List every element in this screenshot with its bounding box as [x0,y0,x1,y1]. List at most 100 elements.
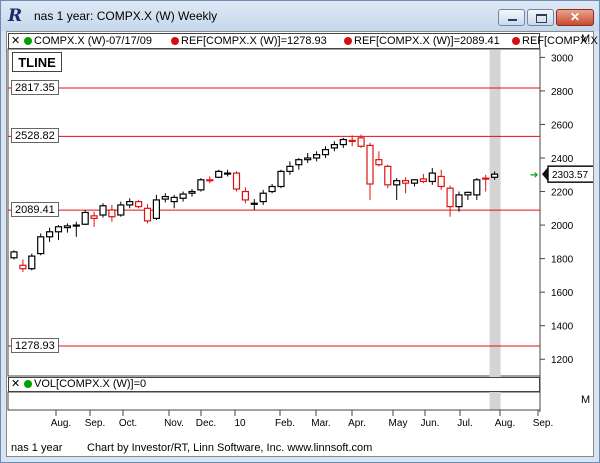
candle-body [393,180,401,186]
legend-ref-2-text: REF[COMPX.X (W)]=2089.41 [354,35,500,47]
legend-ref-1-text: REF[COMPX.X (W)]=1278.93 [181,35,327,47]
volume-legend-bar: ✕ VOL[COMPX.X (W)]=0 [8,377,540,392]
price-plot-frame [7,48,541,377]
candle-body [197,179,205,191]
candle-body [313,154,321,159]
price-legend-bar: ✕ COMPX.X (W)-07/17/09 REF[COMPX.X (W)]=… [8,33,598,49]
y-axis-tick-label: 2000 [551,221,574,232]
candle-body [295,159,303,166]
last-price-arrow-icon: ➔ [530,170,538,181]
minimize-button[interactable] [498,9,525,26]
ref-price-tag-2817: 2817.35 [11,80,59,95]
x-axis-tick-label: Sep. [85,418,106,429]
price-chart[interactable]: 1200 1400 1600 1800 2000 2200 2400 2600 2800 3000… [7,32,593,456]
green-dot-icon [24,380,32,389]
title-bar[interactable]: R nas 1 year: COMPX.X (W) Weekly [1,1,599,31]
x-axis-tick-label: Mar. [311,418,330,429]
x-axis-tick-label: May [389,418,408,429]
x-axis-tick-label: Nov. [164,418,184,429]
legend-symbol[interactable]: COMPX.X (W)-07/17/09 [24,35,152,47]
candle-body [455,194,463,208]
candle-body [81,211,89,225]
app-logo-icon: R [8,6,23,26]
candle-body [286,165,294,173]
candle-body [72,224,80,227]
red-dot-icon [171,37,179,46]
red-dot-icon [512,37,520,46]
x-axis-tick-label: Sep. [533,418,554,429]
x-axis-tick-label: Apr. [348,418,366,429]
candle-body [366,144,374,185]
y-axis-tick-label: 1800 [551,255,574,266]
candle-body [215,170,223,178]
volume-legend-text: VOL[COMPX.X (W)]=0 [34,378,147,390]
last-price-label: 2303.57 [552,170,589,181]
candle-body [126,201,134,206]
candle-body [188,190,196,194]
candle-body [384,165,392,186]
pane-menu-m-bottom[interactable]: M [581,394,591,406]
candle-body [330,143,338,149]
candle-body [428,172,436,183]
footer-credit: Chart by Investor/RT, Linn Software, Inc… [87,442,373,454]
candle-body [135,201,143,208]
candle-body [446,187,454,208]
candle-body [241,190,249,201]
candle-body [224,172,232,175]
candle-body [482,177,490,180]
candle-body [152,199,160,219]
x-axis-tick-label: 10 [234,418,246,429]
red-dot-icon [344,37,352,46]
legend-ref-2[interactable]: REF[COMPX.X (W)]=2089.41 [344,35,500,47]
candle-body [179,193,187,199]
y-axis-tick-label: 3000 [551,53,574,64]
maximize-button[interactable] [527,9,554,26]
green-dot-icon [24,37,32,46]
candle-body [250,202,258,205]
x-axis-tick-label: Dec. [196,418,217,429]
candle-body [10,251,18,259]
x-axis-tick-label: Oct. [119,418,137,429]
close-volume-pane-icon[interactable]: ✕ [11,378,21,390]
close-price-pane-icon[interactable]: ✕ [11,35,21,47]
candle-body [99,205,107,216]
candle-body [402,180,410,184]
candle-body [259,192,267,203]
pane-menu-m-top[interactable]: M [581,33,591,45]
x-axis-tick-label: Jul. [457,418,473,429]
candle-body [37,236,45,255]
footer-chart-name: nas 1 year [11,442,63,454]
candle-body [437,175,445,188]
candle-body [277,170,285,188]
candle-body [45,231,54,238]
tline-label[interactable]: TLINE [12,52,62,72]
candle-body [339,138,347,146]
candle-body [54,226,63,233]
x-axis-tick-label: Aug. [495,418,516,429]
candle-body [375,159,383,166]
candle-body [419,178,427,183]
legend-ref-3[interactable]: REF[COMPX.X [512,35,598,47]
y-axis-tick-label: 2800 [551,87,574,98]
last-price-box [547,165,593,183]
candle-body [90,215,98,219]
last-price-pointer-icon [542,167,548,182]
y-axis-tick-label: 2200 [551,188,574,199]
ref-price-tag-1278: 1278.93 [11,337,59,353]
volume-plot-frame [7,391,541,411]
candle-body [491,173,499,178]
candle-body [63,225,72,229]
volume-legend[interactable]: VOL[COMPX.X (W)]=0 [24,378,146,390]
candle-body [232,172,241,190]
candle-body [357,137,365,147]
candle-body [19,264,27,270]
ref-price-tag-2089: 2089.41 [11,202,59,218]
candle-body [268,185,276,193]
candle-body [108,209,116,218]
candle-body [206,179,214,182]
close-window-button[interactable] [556,9,594,26]
y-axis-tick-label: 2600 [551,120,574,131]
legend-ref-1[interactable]: REF[COMPX.X (W)]=1278.93 [171,35,327,47]
x-axis-tick-label: Jun. [421,418,440,429]
